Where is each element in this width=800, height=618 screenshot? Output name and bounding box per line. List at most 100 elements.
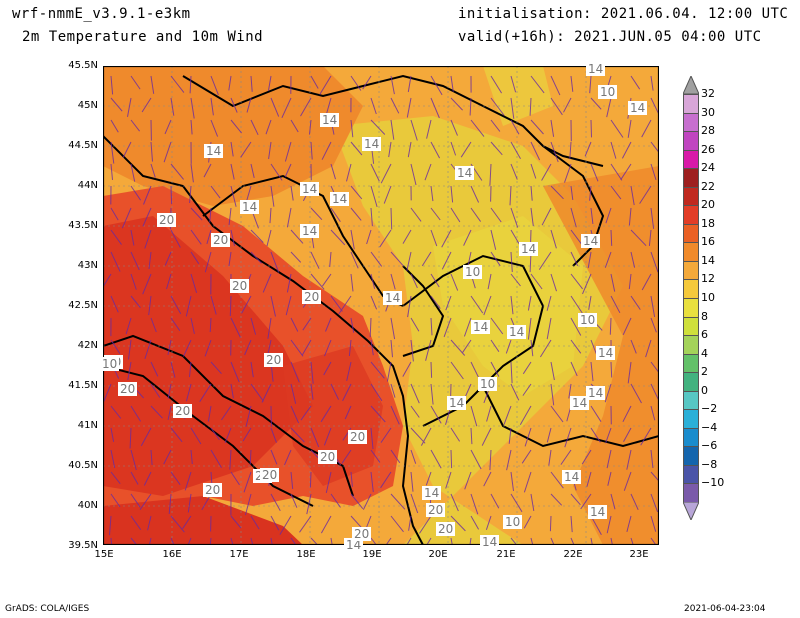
- colorbar-label: 16: [701, 235, 715, 249]
- wind-stick: [281, 97, 292, 119]
- wind-stick: [150, 405, 163, 419]
- wind-stick: [370, 119, 386, 135]
- wind-stick: [430, 295, 441, 309]
- wind-stick: [265, 119, 272, 135]
- wind-stick: [164, 119, 172, 135]
- wind-stick: [581, 449, 592, 465]
- wind-stick: [250, 537, 254, 545]
- wind-stick: [609, 317, 612, 335]
- wind-stick: [290, 537, 297, 545]
- wind-stick: [301, 339, 312, 356]
- wind-stick: [406, 97, 412, 118]
- wind-stick: [570, 295, 583, 314]
- wind-stick: [610, 141, 617, 159]
- wind-stick: [430, 449, 442, 469]
- wind-stick: [170, 163, 184, 180]
- wind-stick: [229, 449, 232, 470]
- wind-stick: [242, 427, 252, 442]
- wind-stick: [390, 515, 404, 533]
- wind-stick: [230, 97, 238, 113]
- wind-stick: [190, 449, 193, 465]
- wind-stick: [370, 383, 383, 402]
- wind-stick: [590, 427, 601, 443]
- wind-stick: [524, 427, 532, 447]
- wind-stick: [210, 119, 219, 137]
- wind-stick: [460, 141, 472, 158]
- lat-label: 40.5N: [68, 460, 98, 471]
- wind-stick: [350, 75, 362, 91]
- wind-stick: [430, 185, 434, 202]
- colorbar-segment: [683, 298, 699, 318]
- wind-stick: [650, 207, 655, 229]
- wind-stick: [190, 229, 202, 245]
- wind-stick: [110, 493, 121, 508]
- wind-stick: [621, 141, 632, 159]
- wind-stick: [489, 449, 492, 471]
- colorbar-label: 0: [701, 383, 708, 397]
- contour-label: 20: [211, 233, 231, 247]
- contour-label: 20: [436, 522, 456, 536]
- wind-stick: [510, 75, 517, 93]
- colorbar-segment: [683, 335, 699, 355]
- colorbar-label: 2: [701, 365, 708, 379]
- wind-stick: [550, 361, 555, 381]
- wind-stick: [469, 97, 472, 116]
- wind-stick: [523, 515, 532, 529]
- wind-stick: [230, 361, 240, 383]
- wind-stick: [530, 141, 541, 161]
- wind-stick: [607, 471, 612, 486]
- wind-stick: [587, 251, 592, 269]
- contour-label: 20: [118, 382, 138, 396]
- wind-stick: [209, 207, 212, 223]
- colorbar-segment: [683, 390, 699, 411]
- wind-stick: [639, 185, 652, 204]
- wind-stick: [641, 119, 652, 138]
- wind-stick: [370, 207, 373, 227]
- wind-stick: [130, 537, 138, 545]
- colorbar-label: 8: [701, 309, 708, 323]
- wind-stick: [300, 97, 312, 117]
- wind-stick: [424, 163, 432, 181]
- wind-stick: [230, 163, 235, 180]
- wind-stick: [430, 361, 433, 378]
- lat-label: 45N: [77, 100, 98, 111]
- wind-stick: [362, 493, 372, 510]
- wind-stick: [430, 383, 434, 405]
- wind-stick: [590, 405, 602, 422]
- wind-stick: [142, 273, 152, 295]
- wind-stick: [167, 405, 172, 421]
- wind-stick: [270, 427, 277, 443]
- wind-stick: [310, 383, 314, 400]
- lon-label: 21E: [496, 549, 516, 560]
- wind-stick: [606, 97, 612, 118]
- wind-stick: [249, 449, 252, 465]
- wind-stick: [590, 515, 602, 536]
- wind-stick: [128, 339, 132, 360]
- colorbar-segment: [683, 223, 699, 244]
- wind-stick: [284, 449, 292, 466]
- wind-stick: [290, 405, 300, 424]
- contour-label: 14: [204, 144, 224, 158]
- colorbar-segment: [683, 372, 699, 392]
- wind-stick: [383, 185, 392, 204]
- wind-stick: [570, 493, 581, 506]
- wind-stick: [167, 383, 172, 399]
- wind-stick: [103, 273, 112, 287]
- wind-stick: [310, 207, 323, 221]
- wind-stick: [490, 97, 505, 116]
- wind-stick: [430, 273, 440, 288]
- colorbar-segment: [683, 409, 699, 429]
- wind-stick: [270, 493, 281, 512]
- wind-stick: [610, 163, 623, 181]
- wind-stick: [610, 119, 624, 138]
- wind-stick: [450, 97, 463, 111]
- wind-stick: [270, 163, 283, 181]
- wind-stick: [163, 449, 172, 465]
- colorbar-label: 14: [701, 253, 715, 267]
- wind-stick: [510, 493, 523, 513]
- wind-stick: [144, 229, 152, 249]
- wind-stick: [170, 515, 185, 533]
- wind-stick: [342, 383, 352, 402]
- wind-stick: [290, 317, 299, 332]
- wind-stick: [522, 383, 532, 396]
